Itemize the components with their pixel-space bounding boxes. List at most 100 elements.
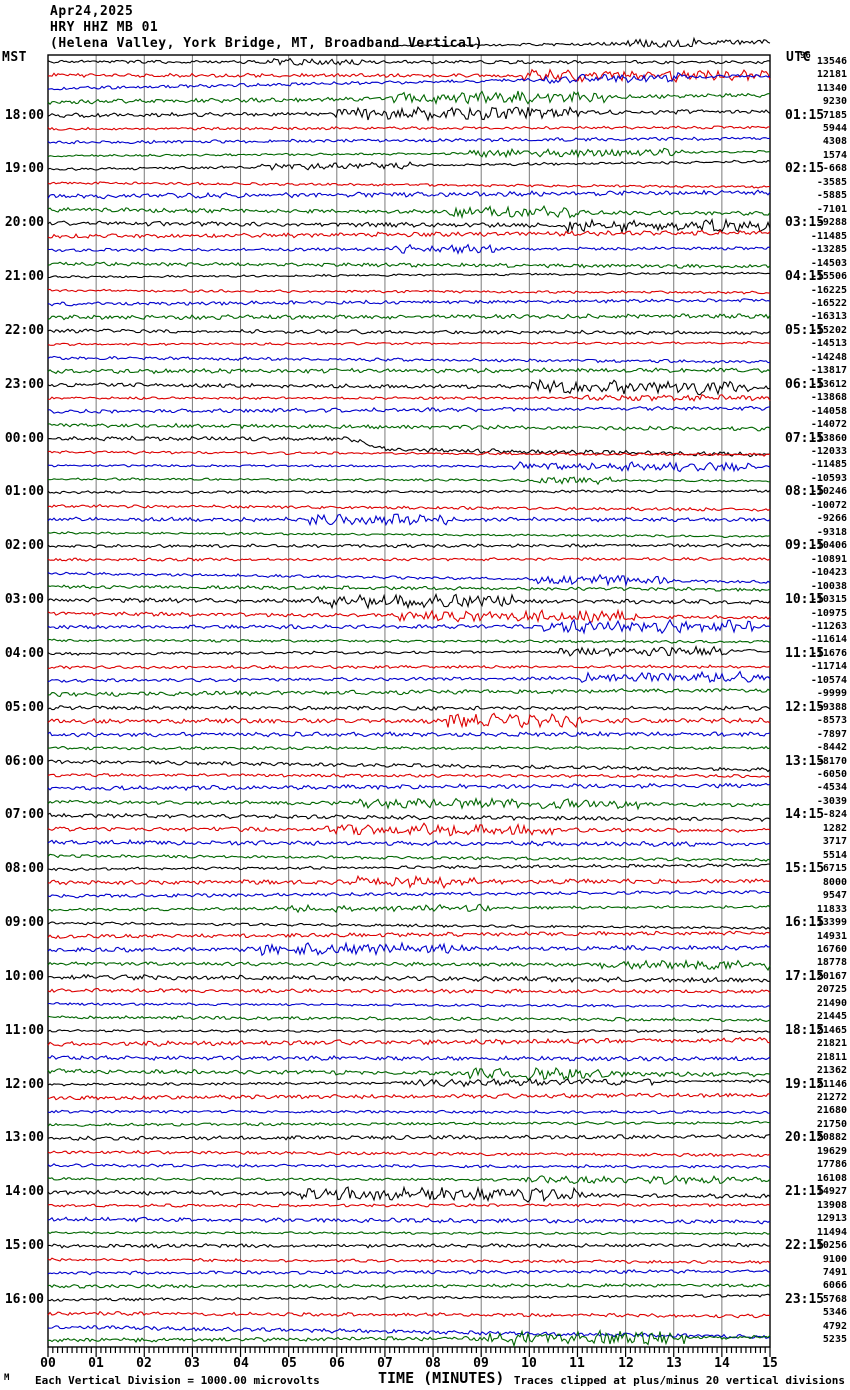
trace-offset-value: 17786 xyxy=(816,1159,847,1170)
trace-offset-value: -11614 xyxy=(810,634,847,645)
trace-offset-value: -15202 xyxy=(810,325,847,336)
utc-hour-label: 04:15 xyxy=(785,269,825,284)
trace-offset-value: -8573 xyxy=(816,715,847,726)
seismogram-trace xyxy=(47,772,771,779)
seismogram-trace xyxy=(47,1329,771,1348)
station-title: HRY HHZ MB 01 xyxy=(50,20,159,35)
trace-offset-value: -8442 xyxy=(816,742,847,753)
seismogram-trace xyxy=(47,1092,771,1101)
trace-offset-value: 12913 xyxy=(816,1213,847,1224)
seismogram-trace xyxy=(47,181,771,189)
minute-tick-label: 04 xyxy=(233,1356,249,1371)
trace-offset-value: -13285 xyxy=(810,244,847,255)
seismogram-trace xyxy=(47,341,771,347)
trace-offset-value: 14927 xyxy=(816,1186,847,1197)
seismogram-trace xyxy=(47,853,771,862)
seismogram-trace xyxy=(48,1242,771,1249)
seismogram-trace xyxy=(47,159,771,171)
seismogram-trace xyxy=(48,422,771,432)
utc-hour-label: 14:15 xyxy=(785,807,825,822)
trace-offset-value: -10593 xyxy=(810,473,847,484)
minute-tick-label: 11 xyxy=(569,1356,585,1371)
trace-offset-value: 21362 xyxy=(816,1065,847,1076)
seismogram-trace xyxy=(47,921,771,930)
trace-offset-value: -9388 xyxy=(816,702,847,713)
utc-hour-label: 21:15 xyxy=(785,1184,825,1199)
trace-offset-value: 4308 xyxy=(822,136,847,147)
mst-hour-label: 20:00 xyxy=(4,215,44,230)
seismogram-trace xyxy=(47,1015,771,1022)
seismogram-trace xyxy=(47,1149,771,1158)
minute-tick-label: 03 xyxy=(184,1356,200,1371)
utc-hour-label: 22:15 xyxy=(785,1238,825,1253)
seismogram-trace xyxy=(47,136,771,145)
mst-hour-label: 02:00 xyxy=(4,538,44,553)
trace-offset-value: -7101 xyxy=(816,204,847,215)
utc-hour-label: 01:15 xyxy=(785,108,825,123)
trace-offset-value: -13860 xyxy=(810,433,847,444)
seismogram-trace xyxy=(47,489,771,495)
trace-offset-value: 5944 xyxy=(822,123,847,134)
trace-offset-value: 19629 xyxy=(816,1146,847,1157)
seismogram-trace xyxy=(47,1120,771,1127)
seismogram-trace xyxy=(47,298,771,307)
trace-offset-value: -10038 xyxy=(810,581,847,592)
mst-hour-label: 07:00 xyxy=(4,807,44,822)
seismogram-trace xyxy=(47,1268,771,1276)
mst-hour-label: 15:00 xyxy=(4,1238,44,1253)
trace-offset-value: 20167 xyxy=(816,971,847,982)
seismogram-trace xyxy=(47,890,770,899)
trace-offset-value: -13868 xyxy=(810,392,847,403)
mst-hour-label: 11:00 xyxy=(4,1023,44,1038)
trace-offset-value: 11833 xyxy=(816,904,847,915)
trace-offset-value: 21146 xyxy=(816,1079,847,1090)
minute-tick-label: 13 xyxy=(666,1356,682,1371)
trace-offset-value: 6066 xyxy=(822,1280,847,1291)
seismogram-trace xyxy=(47,1325,771,1339)
seismogram-trace xyxy=(47,584,771,593)
trace-offset-value: 8000 xyxy=(822,877,847,888)
trace-offset-value: -12033 xyxy=(810,446,847,457)
trace-offset-value: 11340 xyxy=(816,83,847,94)
trace-offset-value: -9318 xyxy=(816,527,847,538)
seismogram-trace xyxy=(47,205,771,220)
seismogram-trace xyxy=(47,105,771,122)
trace-offset-value: -10975 xyxy=(810,608,847,619)
seismogram-trace xyxy=(47,476,771,486)
trace-offset-value: 1282 xyxy=(822,823,847,834)
trace-offset-value: -14503 xyxy=(810,258,847,269)
seismogram-trace xyxy=(47,543,771,549)
mst-hour-label: 05:00 xyxy=(4,700,44,715)
trace-offset-value: 13546 xyxy=(816,56,847,67)
seismogram-trace xyxy=(48,405,771,414)
trace-offset-value: -9999 xyxy=(816,688,847,699)
mst-hour-label: 09:00 xyxy=(4,915,44,930)
minute-tick-label: 08 xyxy=(425,1356,441,1371)
trace-offset-value: -8170 xyxy=(816,756,847,767)
utc-hour-label: 16:15 xyxy=(785,915,825,930)
utc-hour-label: 02:15 xyxy=(785,161,825,176)
utc-hour-label: 18:15 xyxy=(785,1023,825,1038)
seismogram-trace xyxy=(48,745,771,751)
seismogram-trace xyxy=(47,189,771,200)
trace-offset-value: -3585 xyxy=(816,177,847,188)
station-location: (Helena Valley, York Bridge, MT, Broadba… xyxy=(50,36,483,51)
seismogram-trace xyxy=(47,705,771,712)
seismogram-trace xyxy=(47,608,771,624)
seismogram-trace xyxy=(47,1054,771,1062)
seismogram-trace xyxy=(47,1028,771,1034)
seismogram-trace xyxy=(47,328,771,336)
seismogram-trace xyxy=(47,57,771,66)
seismogram-trace xyxy=(47,378,771,396)
seismogram-trace xyxy=(47,592,771,610)
seismogram-trace xyxy=(47,271,771,279)
mst-hour-label: 18:00 xyxy=(4,108,44,123)
trace-offset-value: 20882 xyxy=(816,1132,847,1143)
seismogram-trace xyxy=(47,503,771,512)
utc-hour-label: 03:15 xyxy=(785,215,825,230)
trace-offset-value: -16225 xyxy=(810,285,847,296)
utc-hour-label: 07:15 xyxy=(785,431,825,446)
trace-offset-value: -14248 xyxy=(810,352,847,363)
seismogram-trace xyxy=(47,618,771,635)
seismogram-trace xyxy=(47,1174,771,1185)
